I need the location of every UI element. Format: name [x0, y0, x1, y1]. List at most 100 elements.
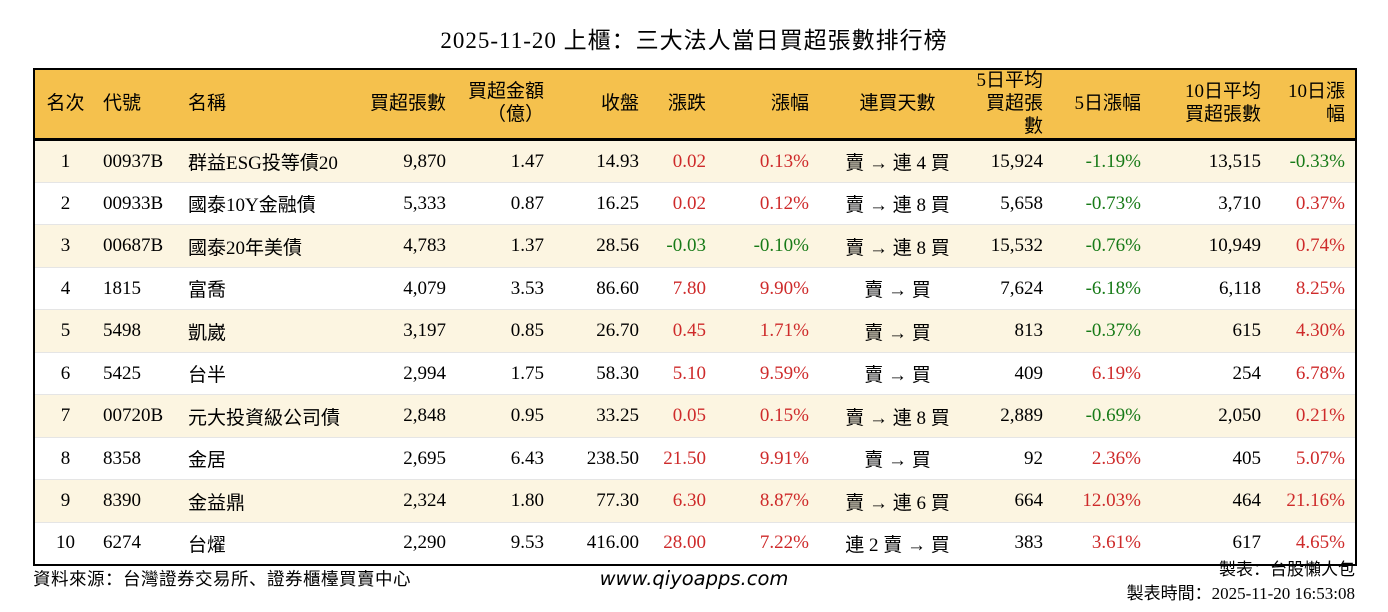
generated-time-line: 製表時間：2025-11-20 16:53:08 — [1126, 584, 1355, 604]
cell-avg10-volume: 464 — [1151, 479, 1271, 523]
cell-change: -0.03 — [649, 224, 716, 268]
cell-buy-streak: 賣 → 連 4 買 — [845, 153, 950, 175]
cell-rank: 2 — [34, 181, 96, 225]
cell-close: 16.25 — [554, 181, 649, 225]
table-row: 9 8390 金益鼎 2,324 1.80 77.30 6.30 8.87% 賣 → 連 6 買… — [34, 479, 1356, 523]
cell-avg10-volume: 6,118 — [1151, 266, 1271, 310]
cell-net-buy-amount: 0.87 — [456, 181, 554, 225]
column-label: 代號 — [103, 92, 142, 114]
cell-avg5-volume: 2,889 — [976, 394, 1053, 438]
cell-buy-streak: 賣 → 買 — [819, 266, 976, 310]
cell-pct5: -0.76% — [1053, 224, 1151, 268]
cell-name: 金居 — [181, 436, 356, 480]
cell-code: 00720B — [96, 394, 181, 438]
cell-net-buy-amount: 1.80 — [456, 479, 554, 523]
cell-net-buy-volume: 2,848 — [356, 394, 456, 438]
website-url: www.qiyoapps.com — [599, 567, 789, 590]
cell-avg10-volume: 615 — [1151, 309, 1271, 353]
cell-net-buy-amount: 6.43 — [456, 436, 554, 480]
cell-buy-streak: 賣 → 連 8 買 — [819, 181, 976, 225]
cell-net-buy-volume: 4,783 — [356, 224, 456, 268]
credit-block: 製表：台股懶人包 製表時間：2025-11-20 16:53:08 — [1127, 558, 1355, 606]
column-header-buy-streak: 連買天數 — [819, 69, 976, 142]
cell-change: 6.30 — [649, 479, 716, 523]
cell-pct5: 2.36% — [1053, 436, 1151, 480]
cell-code: 1815 — [96, 266, 181, 310]
cell-code: 5498 — [96, 309, 181, 353]
cell-close: 416.00 — [554, 521, 649, 565]
cell-rank: 5 — [34, 309, 96, 353]
cell-pct10: 5.07% — [1271, 436, 1356, 480]
column-header-code: 代號 — [96, 69, 181, 142]
cell-code: 00933B — [96, 181, 181, 225]
cell-rank: 4 — [34, 266, 96, 310]
cell-close: 14.93 — [596, 150, 639, 172]
column-label-line2: 買超張數 — [1184, 104, 1261, 126]
cell-code: 5425 — [96, 351, 181, 395]
cell-pct5: -6.18% — [1053, 266, 1151, 310]
cell-net-buy-volume: 3,197 — [356, 309, 456, 353]
cell-avg5-volume: 7,624 — [976, 266, 1053, 310]
cell-code: 00687B — [96, 224, 181, 268]
cell-avg5-volume: 92 — [976, 436, 1053, 480]
cell-pct10: 0.21% — [1271, 394, 1356, 438]
cell-avg10-volume: 405 — [1151, 436, 1271, 480]
column-header-rank: 名次 — [34, 69, 96, 142]
cell-change-pct: 0.12% — [716, 181, 819, 225]
cell-pct5: -0.69% — [1053, 394, 1151, 438]
column-header-close: 收盤 — [554, 69, 649, 142]
cell-pct5: 6.19% — [1053, 351, 1151, 395]
column-label-line2: 買超張數 — [985, 92, 1043, 137]
cell-rank: 9 — [34, 479, 96, 523]
cell-rank: 10 — [34, 521, 96, 565]
cell-buy-streak: 賣 → 連 8 買 — [819, 224, 976, 268]
table-row: 4 1815 富喬 4,079 3.53 86.60 7.80 9.90% 賣 → 買 7,624… — [34, 266, 1356, 310]
table-header: 名次 代號 名稱 買超張數 買超金額 （億） 收盤 漲跌 漲幅 連買天數 5日平均 買超張數 5日漲幅 1… — [34, 69, 1356, 142]
cell-rank: 1 — [60, 150, 71, 172]
cell-change-pct: 8.87% — [716, 479, 819, 523]
cell-avg5-volume: 15,532 — [976, 224, 1053, 268]
column-header-net-buy-volume: 買超張數 — [356, 69, 456, 142]
cell-buy-streak: 賣 → 買 — [819, 309, 976, 353]
cell-pct5: -1.19% — [1085, 150, 1141, 172]
cell-code: 8358 — [96, 436, 181, 480]
column-header-name: 名稱 — [181, 69, 356, 142]
cell-change: 7.80 — [649, 266, 716, 310]
page-title: 2025-11-20 上櫃：三大法人當日買超張數排行榜 — [440, 28, 948, 53]
cell-buy-streak: 賣 → 連 6 買 — [819, 479, 976, 523]
column-header-pct10: 10日漲幅 — [1271, 69, 1356, 142]
column-label: 漲跌 — [667, 92, 706, 114]
cell-avg5-volume: 383 — [976, 521, 1053, 565]
cell-net-buy-volume: 4,079 — [356, 266, 456, 310]
cell-close: 33.25 — [554, 394, 649, 438]
table-row: 2 00933B 國泰10Y金融債 5,333 0.87 16.25 0.02 0.12% 賣 … — [34, 181, 1356, 225]
cell-change-pct: 1.71% — [716, 309, 819, 353]
column-label: 連買天數 — [859, 92, 936, 114]
cell-pct5: -0.73% — [1053, 181, 1151, 225]
cell-change-pct: 9.90% — [716, 266, 819, 310]
cell-close: 86.60 — [554, 266, 649, 310]
column-label: 收盤 — [600, 92, 639, 114]
cell-net-buy-amount: 9.53 — [456, 521, 554, 565]
cell-pct10: 8.25% — [1271, 266, 1356, 310]
cell-code: 8390 — [96, 479, 181, 523]
cell-pct5: -0.37% — [1053, 309, 1151, 353]
cell-change: 21.50 — [649, 436, 716, 480]
cell-avg5-volume: 813 — [976, 309, 1053, 353]
column-label-line2: （億） — [486, 104, 544, 126]
cell-close: 77.30 — [554, 479, 649, 523]
cell-net-buy-amount: 1.75 — [456, 351, 554, 395]
cell-pct10: -0.33% — [1289, 150, 1345, 172]
cell-close: 28.56 — [554, 224, 649, 268]
cell-buy-streak: 連 2 賣 → 買 — [819, 521, 976, 565]
cell-close: 26.70 — [554, 309, 649, 353]
table-row: 5 5498 凱崴 3,197 0.85 26.70 0.45 1.71% 賣 → 買 813 -0… — [34, 309, 1356, 353]
column-header-avg10-volume: 10日平均 買超張數 — [1151, 69, 1271, 142]
table-row: 1 00937B 群益ESG投等債20 9,870 1.47 14.93 0.02 0.13%… — [34, 139, 1356, 183]
cell-rank: 8 — [34, 436, 96, 480]
table-row: 6 5425 台半 2,994 1.75 58.30 5.10 9.59% 賣 → 買 409 6.… — [34, 351, 1356, 395]
cell-net-buy-amount: 1.37 — [456, 224, 554, 268]
cell-name: 金益鼎 — [181, 479, 356, 523]
cell-rank: 7 — [34, 394, 96, 438]
